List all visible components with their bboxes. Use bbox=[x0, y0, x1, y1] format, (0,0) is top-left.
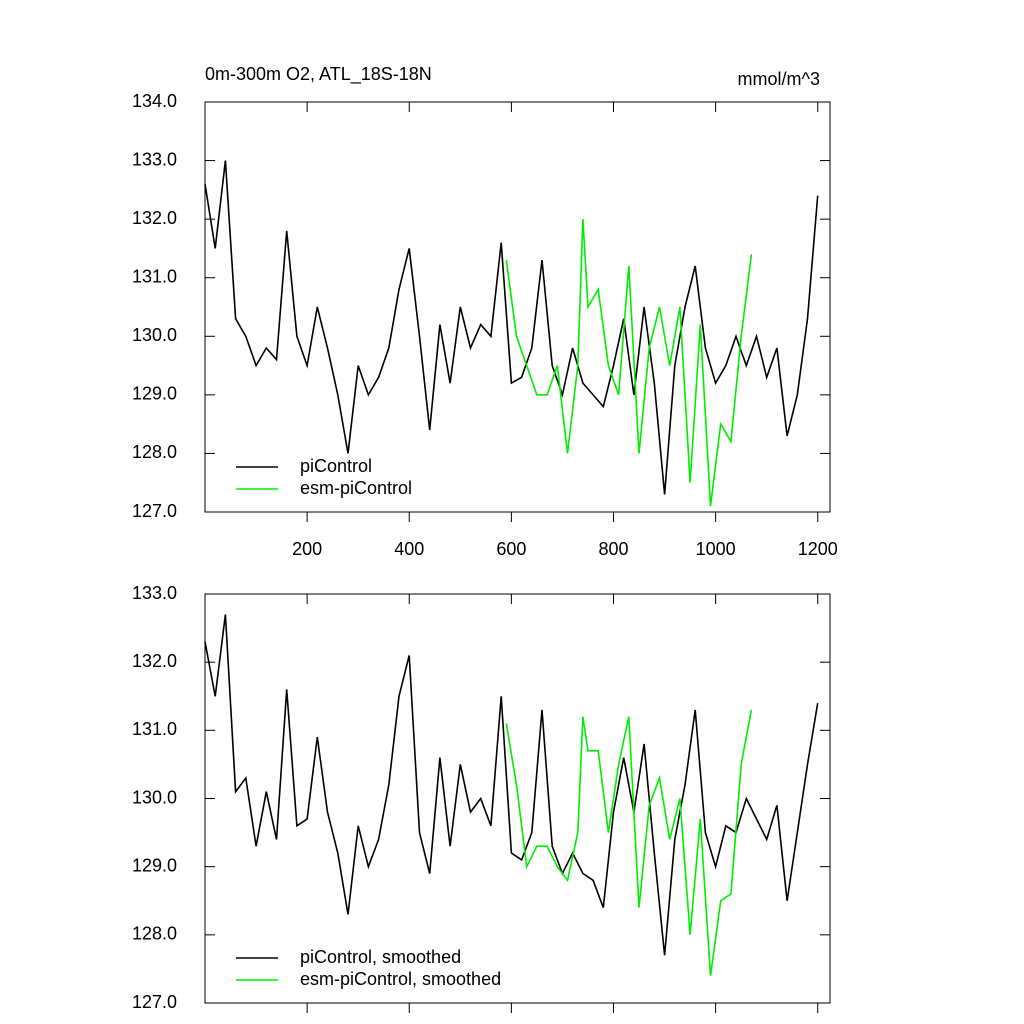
x-tick-label: 600 bbox=[496, 539, 526, 559]
y-tick-label: 134.0 bbox=[132, 91, 177, 111]
x-tick-label: 1200 bbox=[798, 539, 838, 559]
y-tick-label: 132.0 bbox=[132, 208, 177, 228]
series-line bbox=[204, 614, 819, 956]
y-tick-label: 128.0 bbox=[132, 442, 177, 462]
legend-label: piControl bbox=[300, 456, 372, 476]
chart-title: 0m-300m O2, ATL_18S-18N bbox=[205, 64, 432, 85]
y-tick-label: 127.0 bbox=[132, 992, 177, 1012]
x-tick-label: 1000 bbox=[696, 539, 736, 559]
units-label: mmol/m^3 bbox=[738, 69, 820, 89]
y-tick-label: 130.0 bbox=[132, 787, 177, 807]
legend-label: piControl, smoothed bbox=[300, 947, 461, 967]
y-tick-label: 131.0 bbox=[132, 266, 177, 286]
y-tick-label: 127.0 bbox=[132, 501, 177, 521]
y-tick-label: 128.0 bbox=[132, 924, 177, 944]
x-tick-label: 800 bbox=[598, 539, 628, 559]
y-tick-label: 129.0 bbox=[132, 384, 177, 404]
y-tick-label: 129.0 bbox=[132, 855, 177, 875]
x-tick-label: 200 bbox=[292, 539, 322, 559]
y-tick-label: 133.0 bbox=[132, 583, 177, 603]
plot-frame bbox=[204, 593, 831, 1004]
y-tick-label: 131.0 bbox=[132, 719, 177, 739]
legend-label: esm-piControl bbox=[300, 478, 412, 498]
x-tick-label: 400 bbox=[394, 539, 424, 559]
y-tick-label: 132.0 bbox=[132, 651, 177, 671]
series-line bbox=[505, 709, 753, 976]
legend-label: esm-piControl, smoothed bbox=[300, 969, 501, 989]
series-line bbox=[505, 219, 753, 507]
y-tick-label: 133.0 bbox=[132, 149, 177, 169]
y-tick-label: 130.0 bbox=[132, 325, 177, 345]
plot-frame bbox=[204, 101, 831, 513]
series-line bbox=[204, 160, 819, 495]
